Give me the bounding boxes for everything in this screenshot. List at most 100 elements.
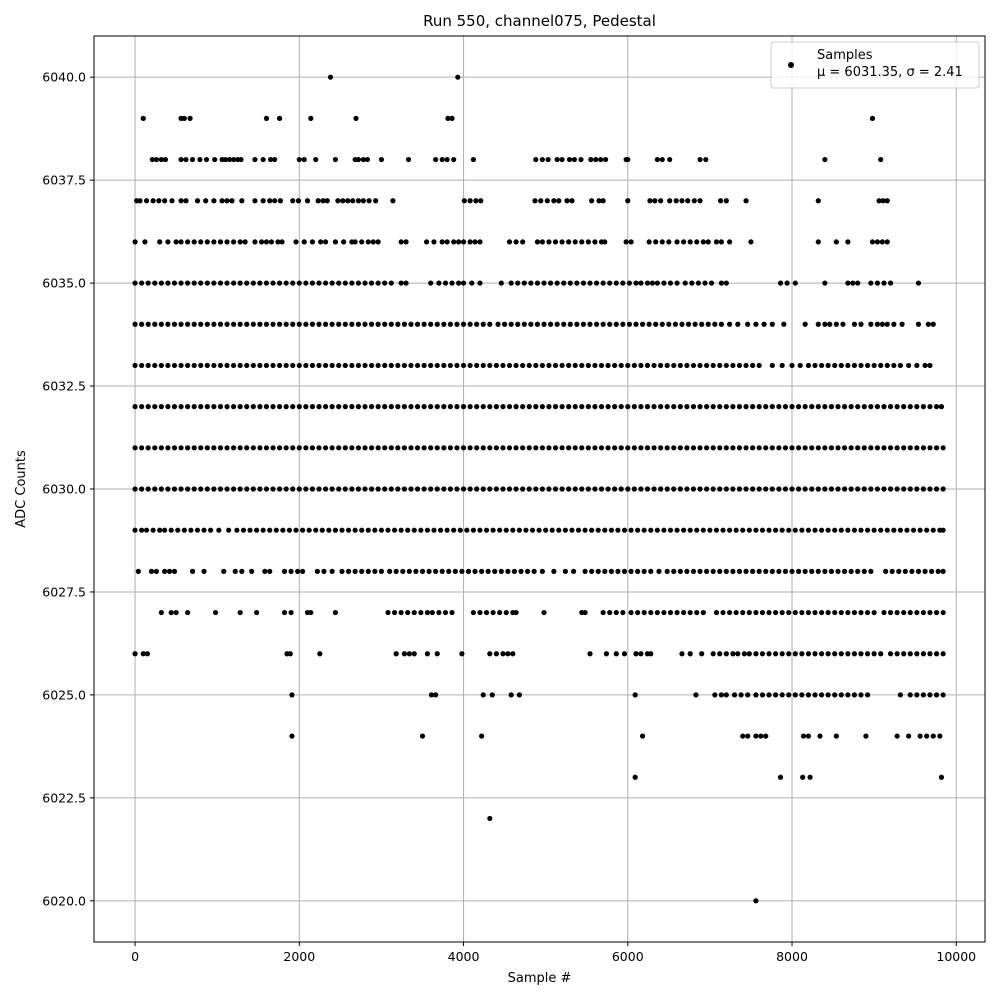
data-point [439,568,445,574]
data-point [753,898,759,904]
data-point [621,527,628,533]
data-point [263,404,270,410]
data-point [869,239,876,245]
x-tick-label: 4000 [448,949,480,964]
data-point [868,404,874,410]
data-point [306,527,312,533]
data-point [653,239,659,245]
data-point [891,321,897,327]
data-point [812,362,818,369]
data-point [493,651,499,657]
data-point [674,609,680,616]
data-point [901,445,907,451]
data-point [876,198,882,204]
data-point [552,404,559,410]
data-point [753,321,759,327]
data-point [585,239,591,245]
data-point [730,404,736,410]
data-point [467,404,473,410]
data-point [613,321,619,327]
data-point [759,527,766,533]
data-point [309,280,316,286]
data-point [534,321,541,327]
data-point [894,609,900,616]
data-point [822,404,828,410]
data-point [401,486,408,492]
data-point [528,321,534,327]
data-point [677,486,683,492]
data-point [664,568,670,574]
data-point [413,568,419,574]
data-point [513,609,519,616]
data-point [142,239,148,245]
data-point [687,609,693,616]
data-point [802,321,808,327]
data-point [342,404,348,410]
data-point [289,733,295,739]
data-point [927,404,933,410]
data-point [766,651,772,657]
data-point [454,404,460,410]
data-point [520,239,526,245]
data-point [439,156,445,163]
data-point [231,362,237,369]
data-point [313,527,319,533]
data-point [516,692,522,698]
data-point [132,651,138,657]
data-point [664,486,670,492]
data-point [387,568,393,574]
data-point [632,774,638,780]
data-point [293,527,299,533]
data-point [812,692,818,698]
x-tick-label: 8000 [776,949,808,964]
data-point [303,445,309,451]
data-point [772,609,779,616]
data-point [359,239,365,245]
data-point [237,362,243,369]
data-point [362,321,368,327]
data-point [454,362,460,369]
data-point [139,486,145,492]
data-point [362,362,368,369]
data-point [495,321,501,327]
data-point [621,651,628,657]
data-point [295,568,301,574]
data-point [401,321,408,327]
data-point [231,404,237,410]
data-point [845,609,851,616]
data-point [533,156,539,163]
data-point [633,280,639,286]
data-point [901,651,907,657]
data-point [157,527,163,533]
x-axis-title: Sample # [508,971,572,986]
data-point [781,321,787,327]
data-point [731,692,738,698]
data-point [753,527,759,533]
data-point [727,239,733,245]
data-point [428,321,434,327]
data-point [681,239,687,245]
data-point [805,527,812,533]
data-point [257,362,263,369]
data-point [809,486,815,492]
data-point [520,486,526,492]
data-point [171,362,178,369]
data-point [449,280,455,286]
data-point [559,404,565,410]
data-point [506,404,513,410]
data-point [833,239,839,245]
data-point [513,239,519,245]
data-point [165,362,171,369]
data-point [868,445,874,451]
y-tick-label: 6032.5 [42,379,86,394]
data-point [827,321,833,327]
data-point [727,609,733,616]
data-point [587,651,593,657]
data-point [224,362,230,369]
data-point [533,362,539,369]
data-point [845,280,851,286]
data-point [818,609,825,616]
data-point [145,445,151,451]
data-point [745,692,751,698]
data-point [925,321,931,327]
